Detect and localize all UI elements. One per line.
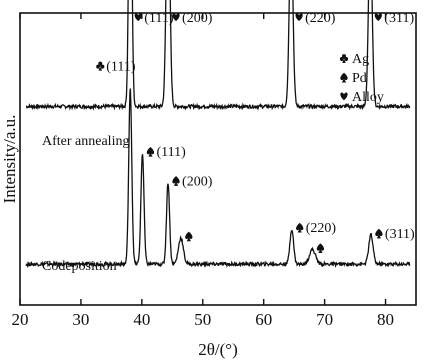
peak-label-1-2: (200) [182, 174, 213, 189]
peak-marker-0-0 [134, 13, 142, 22]
x-tick-label-70: 70 [316, 310, 333, 329]
peak-marker-1-3 [185, 231, 193, 242]
series-label-after-annealing: After annealing [42, 134, 129, 149]
peak-marker-1-1 [146, 146, 155, 157]
x-tick-label-30: 30 [72, 310, 89, 329]
x-tick-label-20: 20 [12, 310, 29, 329]
x-tick-label-50: 50 [194, 310, 211, 329]
peak-marker-1-0 [96, 61, 105, 71]
legend-label-ag: Ag [352, 52, 369, 67]
series-group [25, 0, 411, 269]
x-ticks: 20 30 40 50 60 70 80 [12, 13, 394, 329]
x-tick-label-80: 80 [377, 310, 394, 329]
x-tick-label-60: 60 [255, 310, 272, 329]
peak-label-1-4: (220) [306, 221, 337, 236]
peak-marker-0-2 [295, 13, 303, 22]
peak-label-1-6: (311) [385, 227, 415, 242]
peak-label-0-3: (311) [384, 11, 414, 26]
peak-marker-1-5 [316, 243, 325, 253]
peak-label-0-2: (220) [305, 11, 336, 26]
series-label-codeposition: Codeposition [42, 259, 117, 274]
legend-label-alloy: Alloy [352, 90, 384, 105]
legend: Ag Pd Alloy [339, 52, 384, 105]
peak-label-0-0: (111) [144, 11, 174, 26]
x-axis-title: 2θ/(°) [198, 340, 238, 359]
y-axis-title: Intensity/a.u. [0, 115, 19, 204]
plot-frame [19, 12, 417, 306]
legend-marker-pd [340, 72, 348, 83]
peak-label-1-1: (111) [156, 145, 186, 160]
series-line-after-annealing [25, 0, 411, 111]
legend-marker-ag [339, 54, 349, 64]
legend-marker-alloy [340, 92, 348, 101]
legend-label-pd: Pd [352, 71, 367, 86]
series-line-codeposition [25, 88, 411, 269]
peak-marker-0-3 [374, 13, 382, 22]
peak-marker-1-6 [375, 228, 383, 239]
peak-marker-1-2 [172, 176, 180, 186]
peak-marker-1-4 [296, 222, 304, 233]
peak-marker-0-1 [172, 13, 180, 22]
peak-annotations: (111) (200) (220) (311) (111) (111) (200) (220)… [96, 11, 415, 253]
peak-label-0-1: (200) [182, 11, 213, 26]
x-tick-label-40: 40 [133, 310, 150, 329]
peak-label-1-0: (111) [106, 60, 136, 75]
